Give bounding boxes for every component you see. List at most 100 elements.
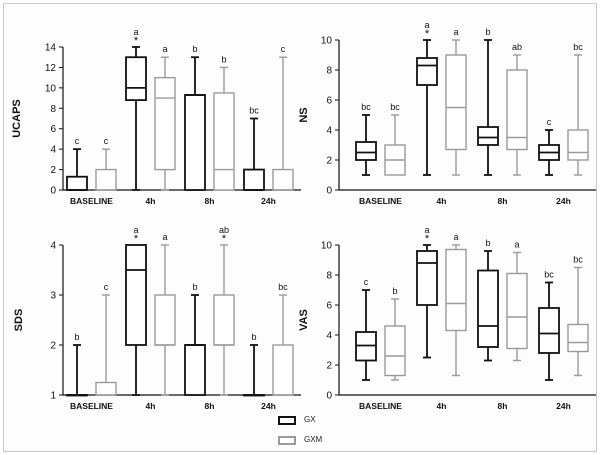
panel-sds-gx-box (125, 244, 147, 346)
panel-sds-gxm-box-star: * (222, 233, 227, 245)
panel-ns-gxm-box-letter: a (453, 27, 458, 37)
panel-vas-category-label: 8h (498, 401, 508, 411)
panel-ucaps-gxm-box-letter: c (104, 136, 109, 146)
panel-vas-y-tick-label: 10 (321, 241, 333, 252)
panel-sds-category-label: 8h (205, 401, 215, 411)
panel-ucaps-gxm-box (154, 76, 176, 171)
panel-ucaps-y-tick-label: 6 (50, 124, 56, 135)
panel-ucaps-gx-box (125, 56, 147, 102)
panel-ucaps-category-label: BASELINE (70, 196, 113, 206)
panel-sds-category-label: BASELINE (70, 401, 113, 411)
panel-ucaps-gx-box-star: * (134, 35, 139, 47)
panel-ns-gxm-box (506, 69, 528, 151)
panel-vas-gxm-box-letter: a (514, 240, 519, 250)
panel-ucaps-gxm-box (95, 168, 117, 191)
panel-ns-y-tick-label: 10 (321, 36, 333, 47)
panel-ns-gx-box (477, 126, 499, 146)
panel-ucaps-y-label: UCAPS (11, 99, 23, 138)
panel-sds-gxm-box (95, 381, 117, 396)
panel-vas-y-tick-label: 8 (326, 271, 332, 282)
panel-vas-category-label: 4h (437, 401, 447, 411)
panel-vas-gxm-box (506, 272, 528, 350)
panel-ns-y-tick-label: 4 (326, 126, 332, 137)
panel-sds-gxm-box-letter: ab (219, 225, 229, 235)
panel-vas-gxm-box-letter: b (392, 286, 397, 296)
panel-ns-category-label: 24h (556, 196, 571, 206)
panel-ucaps-gx-box-letter: a (133, 27, 138, 37)
panel-sds-gx-box-letter: b (74, 332, 79, 342)
panel-vas-y-tick-label: 6 (326, 301, 332, 312)
panel-ucaps-y-tick-label: 2 (50, 165, 56, 176)
panel-ucaps-gx-box (243, 168, 265, 191)
panel-ns-gx-box (355, 141, 377, 161)
panel-sds-gxm-box (213, 294, 235, 346)
panel-ucaps-y-tick-label: 14 (45, 43, 57, 54)
legend-swatch-gxm (278, 436, 296, 445)
panel-ucaps-y-tick-label: 0 (50, 186, 56, 197)
panel-sds-y-tick-label: 1 (50, 391, 56, 402)
panel-ucaps-gxm-box-letter: c (281, 44, 286, 54)
panel-vas-y-tick-label: 2 (326, 361, 332, 372)
panel-vas-y-tick-label: 4 (326, 331, 332, 342)
panel-ns-gxm-box-letter: bc (573, 42, 583, 52)
panel-vas-gx-box (538, 307, 560, 354)
panel-vas-gx-box-letter: b (485, 238, 490, 248)
panel-ucaps-gx-box (184, 94, 206, 191)
panel-ucaps-gxm-box (213, 92, 235, 191)
panel-ns-y-tick-label: 8 (326, 66, 332, 77)
panel-sds-gx-box-letter: a (133, 225, 138, 235)
panel-ns-y-tick-label: 2 (326, 156, 332, 167)
panel-vas-category-label: 24h (556, 401, 571, 411)
panel-sds-gxm-box (272, 344, 294, 396)
panel-sds-y-tick-label: 3 (50, 291, 56, 302)
panel-ucaps-gx-box-letter: bc (249, 106, 259, 116)
panel-vas-gx-box-letter: bc (544, 270, 554, 280)
panel-ns-gxm-box-letter: bc (390, 102, 400, 112)
panel-sds-gx-box-star: * (134, 233, 139, 245)
panel-sds-category-label: 4h (146, 401, 156, 411)
panel-vas-gx-box-letter: a (424, 225, 429, 235)
panel-ns-category-label: BASELINE (359, 196, 402, 206)
panel-sds-gxm-box-letter: c (104, 282, 109, 292)
panel-ns-gxm-box-letter: ab (512, 42, 522, 52)
panel-ns-gxm-box (567, 129, 589, 161)
figure-frame (3, 3, 597, 452)
panel-ns-gx-box-star: * (425, 28, 430, 40)
panel-sds-y-tick-label: 2 (50, 341, 56, 352)
panel-sds-gxm-box (154, 294, 176, 346)
panel-vas-y-label: VAS (298, 309, 310, 331)
panel-vas-gx-box-letter: c (364, 277, 369, 287)
panel-ucaps-category-label: 8h (205, 196, 215, 206)
panel-sds-gx-box (184, 344, 206, 396)
panel-vas-gx-box-star: * (425, 233, 430, 245)
panel-ucaps-category-label: 4h (146, 196, 156, 206)
panel-sds-gxm-box-letter: a (162, 232, 167, 242)
panel-sds-gx-box-letter: b (192, 282, 197, 292)
panel-sds-gx-box-letter: b (251, 332, 256, 342)
panel-ns-category-label: 4h (437, 196, 447, 206)
panel-vas-gxm-box-letter: a (453, 232, 458, 242)
panel-sds-y-label: SDS (13, 309, 25, 332)
legend-swatch-gx (278, 416, 296, 425)
panel-ucaps-gxm-box-letter: a (162, 44, 167, 54)
panel-ucaps-category-label: 24h (261, 196, 276, 206)
panel-vas-gxm-box-letter: bc (573, 255, 583, 265)
panel-vas-gx-box (477, 269, 499, 348)
panel-ucaps-gxm-box (272, 168, 294, 191)
panel-ns-category-label: 8h (498, 196, 508, 206)
panel-ns-y-tick-label: 6 (326, 96, 332, 107)
panel-ns-gxm-box (445, 54, 467, 151)
panel-ns-gx-box-letter: c (547, 117, 552, 127)
panel-ns-gx-box-letter: b (485, 27, 490, 37)
panel-sds-category-label: 24h (261, 401, 276, 411)
panel-ucaps-gx-box-letter: b (192, 44, 197, 54)
panel-ns-gx-box-letter: a (424, 20, 429, 30)
panel-sds-y-tick-label: 4 (50, 241, 56, 252)
legend-label-gxm: GXM (304, 435, 323, 444)
panel-ucaps-gxm-box-letter: b (221, 54, 226, 64)
panel-ucaps-gx-box (66, 175, 88, 191)
panel-ucaps-y-tick-label: 12 (45, 63, 57, 74)
panel-vas-gx-box (416, 250, 438, 306)
panel-ucaps-y-tick-label: 4 (50, 145, 56, 156)
